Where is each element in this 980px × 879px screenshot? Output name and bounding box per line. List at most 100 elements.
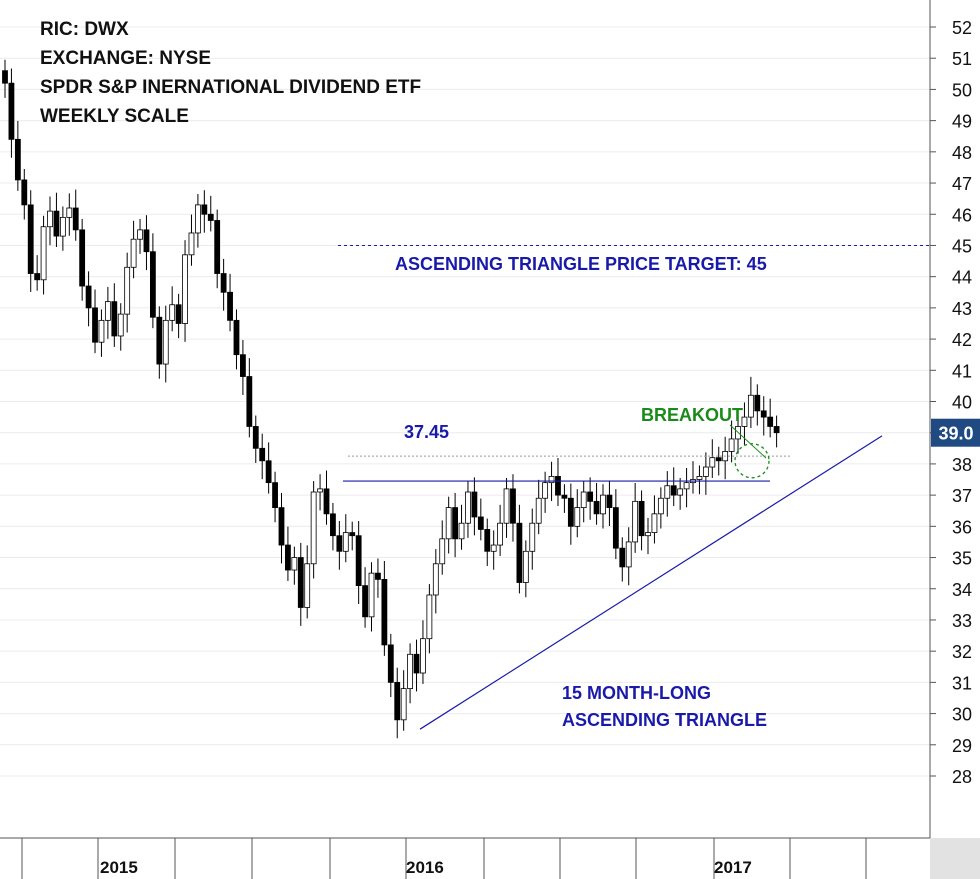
candle-down (484, 529, 491, 552)
candle-up (194, 204, 201, 234)
overlays (338, 244, 980, 730)
candle-down (355, 535, 362, 587)
candle-up (465, 491, 471, 524)
candle-down (323, 488, 330, 515)
y-tick-label: 28 (952, 767, 972, 787)
candle-up (535, 497, 542, 524)
candle-up (59, 216, 66, 237)
candle-down (8, 82, 15, 140)
candle-down (34, 273, 41, 281)
candles (2, 59, 780, 739)
candle-up (503, 488, 510, 524)
candle-up (291, 557, 298, 571)
candle-down (336, 535, 343, 552)
candle-up (497, 522, 504, 546)
candle-up (182, 254, 188, 324)
y-tick-label: 50 (952, 80, 972, 100)
candle-down (2, 70, 8, 84)
y-tick-label: 48 (952, 143, 972, 163)
y-tick-label: 52 (952, 18, 972, 38)
breakout-pointer (729, 424, 767, 459)
candle-up (310, 491, 317, 565)
candle-up (420, 638, 426, 674)
y-tick-label: 31 (952, 673, 972, 693)
breakout-circle (734, 443, 770, 479)
last-price-label: 39.0 (938, 424, 973, 444)
candle-down (143, 229, 150, 253)
candle-up (696, 475, 703, 480)
y-tick-label: 33 (952, 611, 972, 631)
y-axis-ticks: 2829303132333435363738394041424344454647… (930, 18, 972, 787)
candle-down (452, 507, 459, 540)
candle-up (458, 522, 465, 540)
y-tick-label: 30 (952, 705, 972, 725)
candle-down (227, 291, 233, 321)
y-tick-label: 44 (952, 268, 972, 288)
candle-up (124, 266, 131, 315)
candle-up (574, 507, 581, 527)
candle-down (214, 220, 221, 274)
candle-down (330, 513, 336, 537)
candle-down (715, 457, 722, 462)
y-tick-label: 36 (952, 517, 972, 537)
candle-down (149, 251, 156, 318)
candle-up (66, 207, 73, 218)
candle-up (580, 491, 587, 509)
candle-down (477, 516, 484, 530)
candle-down (272, 482, 278, 509)
candle-up (368, 572, 375, 618)
candle-up (342, 532, 349, 552)
candle-down (220, 273, 227, 293)
candle-down (471, 491, 478, 518)
candle-up (188, 232, 195, 256)
candle-up (632, 500, 639, 543)
pattern-label-line2: ASCENDING TRIANGLE (562, 710, 767, 730)
y-tick-label: 45 (952, 236, 972, 256)
candle-down (375, 572, 381, 580)
candle-up (600, 494, 606, 515)
candle-down (92, 307, 98, 343)
candle-down (387, 644, 394, 683)
candle-up (445, 507, 452, 540)
candle-up (677, 488, 684, 496)
candle-up (169, 304, 176, 321)
candle-down (252, 426, 259, 449)
candle-up (426, 594, 433, 640)
candle-down (21, 179, 28, 206)
candle-up (117, 313, 124, 337)
candle-down (587, 491, 594, 502)
candle-down (265, 460, 272, 484)
candle-down (79, 229, 86, 287)
candle-down (201, 204, 208, 215)
candle-down (72, 207, 79, 231)
resistance-label: 37.45 (404, 422, 449, 442)
y-tick-label: 47 (952, 174, 972, 194)
y-tick-label: 41 (952, 361, 972, 381)
candle-down (111, 301, 118, 337)
y-tick-label: 35 (952, 549, 972, 569)
price-target-label: ASCENDING TRIANGLE PRICE TARGET: 45 (395, 254, 767, 274)
candle-up (548, 475, 555, 484)
candle-down (593, 500, 600, 515)
x-tick-label: 2015 (100, 858, 138, 877)
candle-down (156, 316, 163, 365)
candle-down (754, 394, 761, 412)
y-tick-label: 42 (952, 330, 972, 350)
candle-down (760, 410, 767, 418)
candle-down (53, 210, 60, 237)
exchange-label: EXCHANGE: NYSE (40, 48, 212, 69)
x-tick-label: 2017 (714, 858, 752, 877)
y-tick-label: 40 (952, 393, 972, 413)
y-tick-label: 46 (952, 205, 972, 225)
candle-down (638, 500, 645, 537)
candle-down (285, 544, 291, 571)
x-tick-label: 2016 (406, 858, 444, 877)
candle-up (432, 563, 439, 596)
candle-down (278, 507, 285, 546)
candle-up (137, 229, 143, 240)
candle-down (362, 585, 368, 618)
candle-down (14, 138, 21, 181)
candle-up (542, 482, 549, 499)
y-tick-label: 49 (952, 112, 972, 132)
candle-up (645, 532, 651, 537)
